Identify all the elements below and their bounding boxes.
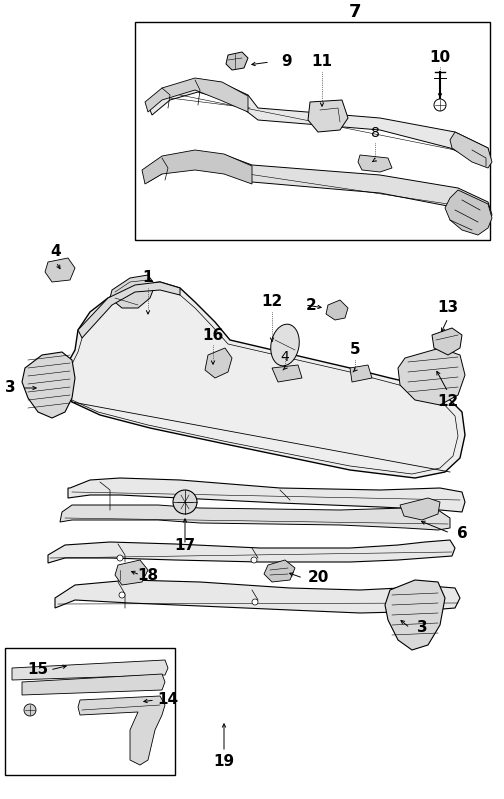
Polygon shape: [308, 100, 348, 132]
Circle shape: [117, 555, 123, 561]
Text: 1: 1: [143, 271, 153, 285]
Circle shape: [252, 599, 258, 605]
Polygon shape: [226, 52, 248, 70]
Polygon shape: [205, 348, 232, 378]
Polygon shape: [385, 580, 445, 650]
Circle shape: [24, 704, 36, 716]
Text: 20: 20: [307, 570, 329, 586]
Ellipse shape: [271, 324, 299, 366]
Text: 6: 6: [457, 526, 467, 540]
Polygon shape: [326, 300, 348, 320]
Text: 11: 11: [311, 54, 333, 70]
Text: 16: 16: [203, 328, 224, 343]
Text: 5: 5: [350, 343, 360, 357]
Text: 14: 14: [157, 693, 178, 707]
Circle shape: [251, 557, 257, 563]
Text: 18: 18: [138, 567, 159, 582]
Polygon shape: [48, 540, 455, 563]
Polygon shape: [55, 580, 460, 613]
Circle shape: [173, 490, 197, 514]
Text: 2: 2: [305, 297, 317, 312]
Text: 4: 4: [51, 244, 61, 260]
Polygon shape: [60, 505, 450, 530]
Text: 19: 19: [213, 754, 234, 769]
Text: 17: 17: [174, 538, 196, 552]
Polygon shape: [145, 152, 492, 220]
Text: 7: 7: [349, 3, 361, 21]
Polygon shape: [398, 348, 465, 405]
Polygon shape: [22, 352, 75, 418]
Text: 13: 13: [437, 300, 459, 316]
Polygon shape: [450, 132, 492, 168]
Polygon shape: [68, 478, 465, 512]
Bar: [135, 22, 490, 240]
Text: 3: 3: [5, 380, 15, 396]
Text: 8: 8: [370, 126, 380, 140]
Polygon shape: [12, 660, 168, 680]
Polygon shape: [358, 155, 392, 172]
Bar: [5, 648, 175, 775]
Circle shape: [119, 592, 125, 598]
Polygon shape: [78, 696, 165, 765]
Polygon shape: [432, 328, 462, 355]
Text: 3: 3: [417, 621, 427, 635]
Text: 4: 4: [281, 350, 289, 364]
Text: 15: 15: [27, 662, 48, 678]
Polygon shape: [22, 674, 165, 695]
Polygon shape: [62, 282, 465, 478]
Polygon shape: [110, 275, 155, 308]
Polygon shape: [142, 150, 252, 184]
Text: 9: 9: [282, 54, 292, 70]
Polygon shape: [115, 560, 148, 585]
Polygon shape: [148, 80, 490, 162]
Text: 12: 12: [437, 395, 459, 410]
Text: 12: 12: [262, 295, 283, 309]
Polygon shape: [78, 282, 180, 338]
Polygon shape: [264, 560, 295, 582]
Text: 10: 10: [429, 50, 451, 65]
Polygon shape: [45, 258, 75, 282]
Polygon shape: [400, 498, 440, 520]
Circle shape: [434, 99, 446, 111]
Polygon shape: [445, 190, 492, 235]
Polygon shape: [272, 365, 302, 382]
Polygon shape: [350, 365, 372, 382]
Polygon shape: [145, 78, 248, 112]
